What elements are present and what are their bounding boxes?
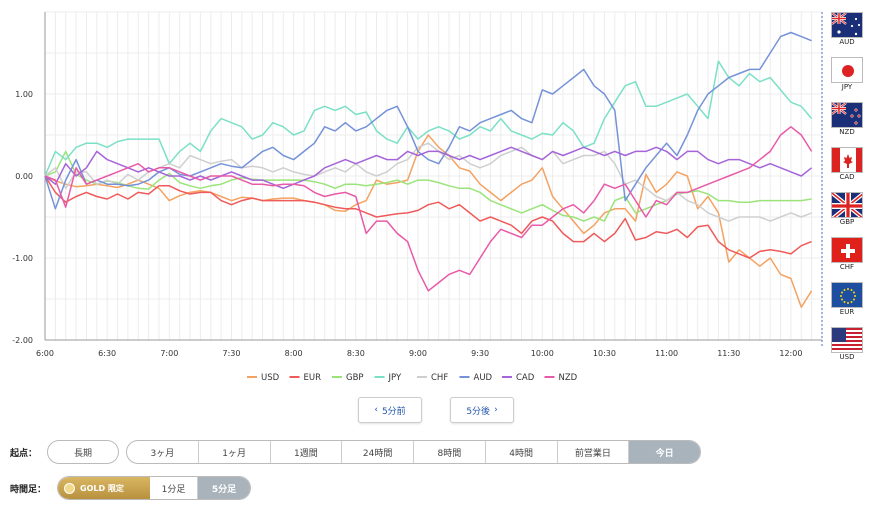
origin-option-today[interactable]: 今日: [629, 441, 700, 463]
timeframe-label: 時間足：: [10, 485, 47, 495]
flag-code-cad: CAD: [839, 173, 855, 181]
legend-label-gbp[interactable]: GBP: [346, 373, 364, 383]
series-line-aud: [44, 31, 812, 210]
flag-cad-icon[interactable]: [831, 147, 863, 173]
flag-code-usd: USD: [839, 353, 855, 361]
flag-code-gbp: GBP: [839, 218, 855, 226]
x-tick-label: 8:00: [285, 349, 303, 358]
origin-option-1m[interactable]: 1ヶ月: [199, 441, 271, 463]
origin-long-term-button[interactable]: 長期: [47, 440, 119, 464]
chevron-left-icon: ‹: [374, 405, 378, 415]
prev-label: 5分前: [381, 406, 406, 417]
next-5min-button[interactable]: 5分後 ›: [450, 397, 514, 423]
x-tick-label: 9:30: [471, 349, 489, 358]
origin-option-prev-day[interactable]: 前営業日: [558, 441, 630, 463]
series-line-eur: [44, 175, 812, 259]
x-tick-label: 11:30: [717, 349, 740, 358]
x-tick-label: 10:30: [593, 349, 616, 358]
legend-label-chf[interactable]: CHF: [431, 373, 448, 383]
legend[interactable]: USD EUR GBP JPY CHF AUD CAD NZD: [247, 373, 578, 383]
flag-code-nzd: NZD: [839, 128, 855, 136]
y-tick-label: 1.00: [15, 90, 33, 99]
origin-option-24h[interactable]: 24時間: [342, 441, 414, 463]
line-chart: 1.00 0.00 -1.00 -2.006:00 6:30 7:00 7:30 8:00 8:…: [12, 11, 823, 383]
x-tick-label: 9:00: [409, 349, 427, 358]
series-line-nzd: [44, 126, 813, 292]
origin-option-1w[interactable]: 1週間: [271, 441, 343, 463]
origin-option-3m[interactable]: 3ヶ月: [127, 441, 199, 463]
x-tick-label: 8:30: [347, 349, 365, 358]
grid: [44, 11, 823, 341]
timeframe-option-1min[interactable]: 1分足: [150, 477, 198, 499]
flag-gbp-icon[interactable]: [831, 192, 863, 218]
x-tick-label: 7:30: [222, 349, 240, 358]
legend-label-eur[interactable]: EUR: [304, 373, 322, 383]
legend-label-nzd[interactable]: NZD: [559, 373, 578, 383]
flag-usd-icon[interactable]: [831, 327, 863, 353]
origin-option-8h[interactable]: 8時間: [414, 441, 486, 463]
gold-coin-icon: [64, 482, 75, 494]
series-lines: [44, 31, 813, 308]
legend-label-usd[interactable]: USD: [261, 373, 280, 383]
y-tick-label: -1.00: [12, 254, 33, 263]
prev-5min-button[interactable]: ‹ 5分前: [358, 397, 422, 423]
series-line-chf: [44, 142, 812, 222]
origin-period-selector: 3ヶ月 1ヶ月 1週間 24時間 8時間 4時間 前営業日 今日: [126, 440, 701, 464]
series-line-jpy: [44, 60, 813, 177]
timeframe-selector: GOLD 限定 1分足 5分足: [57, 476, 251, 500]
y-tick-label: 0.00: [15, 172, 33, 181]
origin-option-4h[interactable]: 4時間: [486, 441, 558, 463]
flag-code-aud: AUD: [839, 38, 855, 46]
legend-label-jpy[interactable]: JPY: [388, 373, 402, 383]
flag-eur-icon[interactable]: [831, 282, 863, 308]
x-tick-label: 11:00: [655, 349, 678, 358]
x-tick-label: 10:00: [531, 349, 554, 358]
x-tick-label: 6:30: [98, 349, 116, 358]
gold-limited-badge: GOLD 限定: [58, 477, 150, 499]
flag-jpy-icon[interactable]: [831, 57, 863, 83]
chevron-right-icon: ›: [494, 405, 498, 415]
legend-label-aud[interactable]: AUD: [474, 373, 493, 383]
flag-code-eur: EUR: [839, 308, 855, 316]
flag-aud-icon[interactable]: [831, 12, 863, 38]
flag-chf-icon[interactable]: [831, 237, 863, 263]
y-tick-label: -2.00: [12, 336, 33, 345]
x-tick-label: 6:00: [36, 349, 54, 358]
flag-nzd-icon[interactable]: [831, 102, 863, 128]
legend-label-cad[interactable]: CAD: [516, 373, 535, 383]
series-line-cad: [44, 146, 813, 190]
axes: 1.00 0.00 -1.00 -2.006:00 6:30 7:00 7:30 8:00 8:…: [12, 12, 823, 358]
gold-label: GOLD 限定: [80, 483, 124, 493]
flag-code-chf: CHF: [839, 263, 855, 271]
series-line-usd: [44, 134, 813, 308]
x-tick-label: 12:00: [779, 349, 802, 358]
next-label: 5分後: [466, 406, 491, 417]
origin-label: 起点：: [10, 449, 38, 459]
timeframe-option-5min[interactable]: 5分足: [198, 477, 250, 499]
flag-code-jpy: JPY: [841, 83, 853, 91]
x-tick-label: 7:00: [160, 349, 178, 358]
